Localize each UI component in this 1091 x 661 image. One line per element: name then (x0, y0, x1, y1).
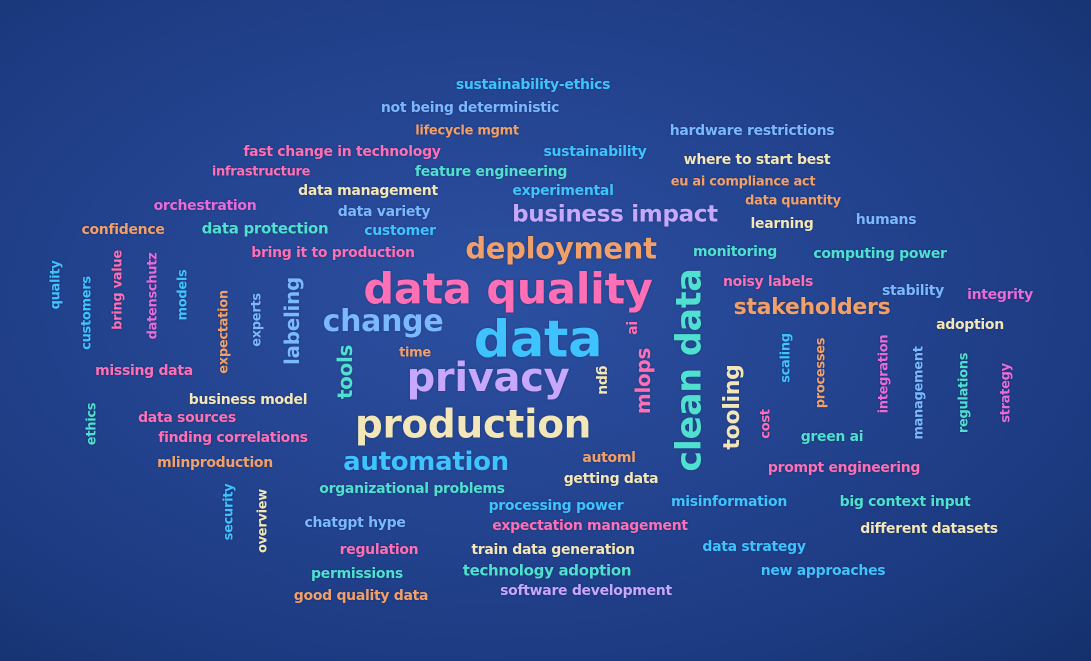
word: labeling (280, 276, 304, 366)
word: automl (582, 450, 636, 466)
word: data variety (337, 204, 431, 220)
word: bring it to production (251, 245, 415, 261)
word: ai (625, 321, 641, 335)
word: tools (333, 344, 357, 400)
word: production (354, 402, 592, 448)
word: sustainability-ethics (455, 77, 611, 93)
word: not being deterministic (380, 100, 560, 116)
word: stakeholders (733, 295, 891, 320)
word: data sources (138, 410, 236, 426)
word: experts (249, 293, 265, 347)
word: humans (855, 212, 917, 228)
word: privacy (406, 355, 570, 401)
word: new approaches (760, 563, 886, 579)
word: regulations (956, 352, 972, 434)
word: integrity (967, 287, 1033, 303)
word: security (221, 483, 237, 541)
word: big context input (839, 494, 971, 510)
word: regulation (339, 542, 419, 558)
word: data quality (363, 264, 653, 315)
word: stability (881, 283, 945, 299)
word: lifecycle mgmt (415, 123, 519, 139)
word: train data generation (471, 542, 635, 558)
word: processing power (488, 498, 624, 514)
word: customers (79, 276, 95, 350)
word: processes (813, 337, 829, 409)
word: overview (255, 489, 271, 553)
word: sustainability (543, 144, 647, 160)
word: data strategy (702, 539, 806, 555)
word: permissions (311, 566, 403, 582)
word: data (473, 310, 603, 370)
word: chatgpt hype (304, 515, 406, 531)
word: customer (364, 223, 436, 239)
word: software development (500, 583, 672, 599)
word: ethics (84, 402, 100, 446)
word: fast change in technology (243, 144, 441, 160)
word: tooling (720, 364, 745, 450)
word: monitoring (693, 244, 777, 260)
word: scaling (778, 333, 794, 383)
word: technology adoption (462, 561, 632, 580)
word: models (175, 269, 191, 321)
word: different datasets (860, 521, 998, 537)
word: missing data (95, 363, 193, 379)
word: business model (188, 392, 308, 408)
word: quality (48, 260, 64, 310)
word: deployment (465, 231, 657, 266)
word: computing power (813, 246, 947, 262)
word: gpu (595, 365, 611, 395)
word: datenschutz (145, 252, 161, 340)
word: expectation (216, 290, 232, 374)
word: change (322, 304, 444, 339)
word: good quality data (293, 588, 429, 604)
word: data quantity (745, 193, 841, 209)
word: eu ai compliance act (670, 174, 816, 190)
word: learning (750, 216, 814, 232)
word: automation (343, 447, 509, 477)
word: mlops (631, 347, 655, 415)
word: time (399, 345, 431, 361)
word: adoption (936, 317, 1004, 333)
word: data management (298, 183, 438, 199)
word: green ai (800, 429, 864, 445)
word: expectation management (492, 518, 688, 534)
word: integration (876, 334, 892, 414)
word: feature engineering (414, 164, 568, 180)
word: strategy (998, 363, 1014, 423)
word: where to start best (683, 152, 831, 168)
word: bring value (110, 250, 126, 330)
word: finding correlations (158, 430, 308, 446)
word: clean data (669, 268, 710, 472)
word: cost (758, 409, 774, 439)
word: orchestration (153, 198, 257, 214)
word: noisy labels (722, 274, 814, 290)
word: management (911, 346, 927, 440)
word: experimental (512, 183, 614, 199)
word: misinformation (670, 494, 788, 510)
word: getting data (563, 471, 659, 487)
word: prompt engineering (767, 460, 921, 476)
word: business impact (512, 201, 718, 228)
word: organizational problems (319, 481, 505, 497)
word: confidence (81, 222, 165, 238)
word: infrastructure (211, 164, 311, 180)
word: hardware restrictions (669, 123, 835, 139)
word: data protection (201, 219, 329, 238)
word: mlinproduction (157, 455, 273, 471)
